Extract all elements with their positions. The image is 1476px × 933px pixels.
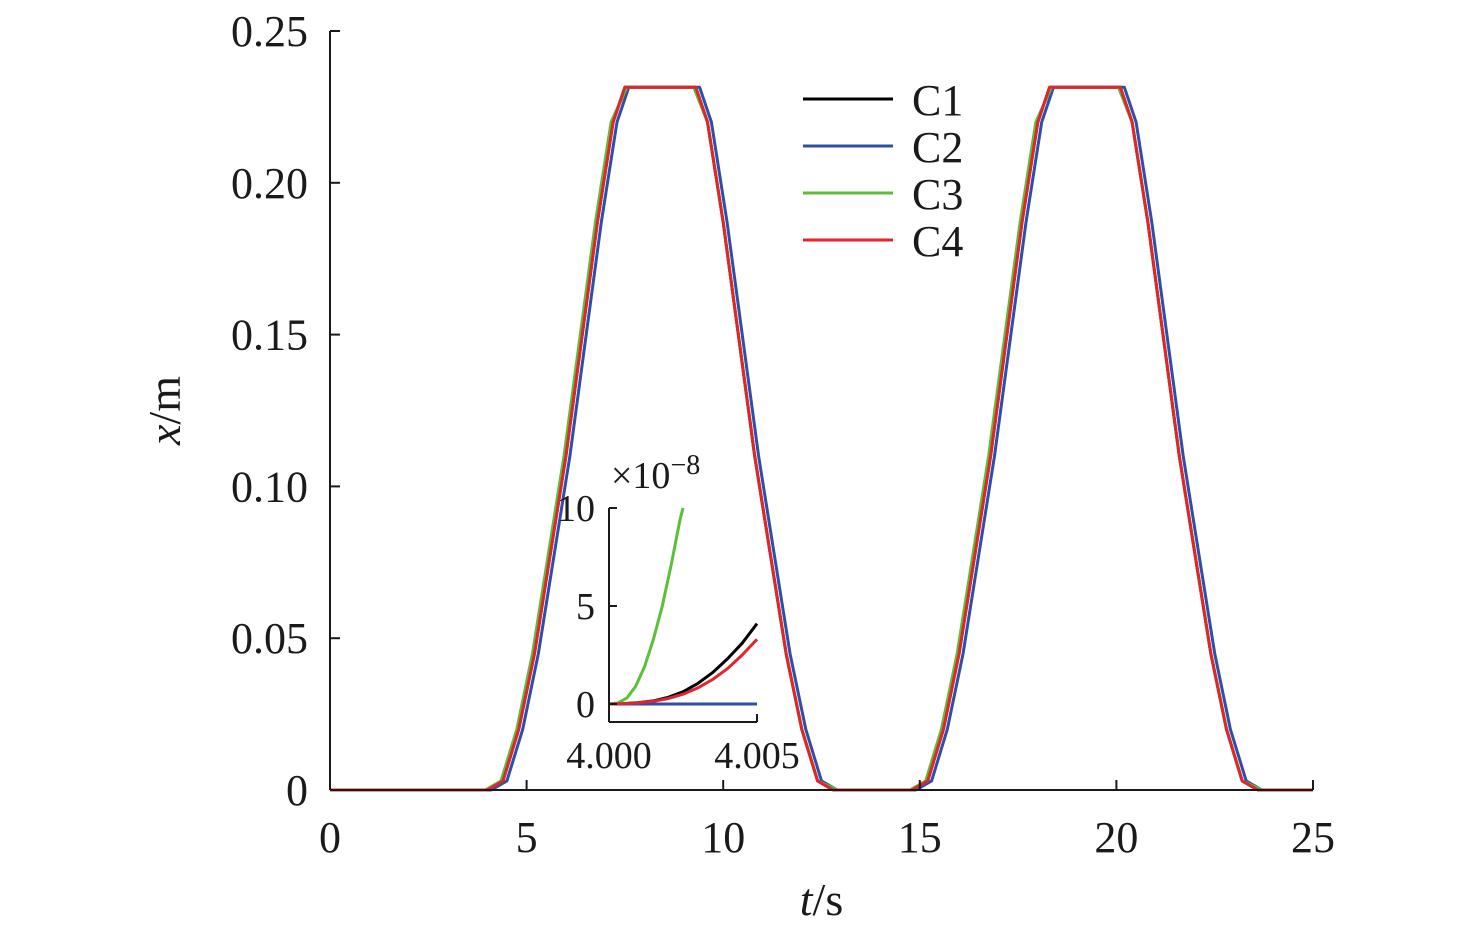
x-axis-label: t/s <box>800 874 843 925</box>
inset-y-tick-label: 10 <box>557 488 595 530</box>
main-plot: 0 5 10 15 20 25 0 0.05 0.10 0.15 0.20 0.25 t/s x/m <box>139 7 1335 925</box>
inset-x-tick-label: 4.005 <box>714 735 800 777</box>
y-tick-label: 0.10 <box>231 462 308 511</box>
inset-background <box>607 502 759 722</box>
legend-item-c3: C3 <box>803 170 963 219</box>
inset-y-multiplier: ×10−8 <box>611 450 700 497</box>
x-tick-label: 20 <box>1094 813 1138 862</box>
legend-item-c4: C4 <box>803 217 963 266</box>
y-axis-label: x/m <box>139 376 190 446</box>
x-tick-label: 5 <box>516 813 538 862</box>
inset-y-tick-label: 5 <box>576 586 595 628</box>
x-tick-label: 25 <box>1291 813 1335 862</box>
legend-item-c2: C2 <box>803 123 963 172</box>
y-tick-label: 0.15 <box>231 311 308 360</box>
inset-x-tick-label: 4.000 <box>566 735 652 777</box>
inset-plot: 4.000 4.005 0 5 10 ×10−8 <box>557 450 800 777</box>
inset-y-tick-label: 0 <box>576 684 595 726</box>
legend-label: C4 <box>912 217 963 266</box>
legend-item-c1: C1 <box>803 76 963 125</box>
x-tick-label: 15 <box>898 813 942 862</box>
x-tick-label: 10 <box>701 813 745 862</box>
x-tick-label: 0 <box>319 813 341 862</box>
legend-label: C3 <box>912 170 963 219</box>
y-tick-label: 0.20 <box>231 159 308 208</box>
inset-series-line-c4 <box>608 638 759 706</box>
legend-label: C2 <box>912 123 963 172</box>
y-tick-label: 0.25 <box>231 7 308 56</box>
y-tick-label: 0 <box>286 766 308 815</box>
inset-series-line-c3 <box>608 507 685 706</box>
legend-label: C1 <box>912 76 963 125</box>
y-tick-label: 0.05 <box>231 614 308 663</box>
